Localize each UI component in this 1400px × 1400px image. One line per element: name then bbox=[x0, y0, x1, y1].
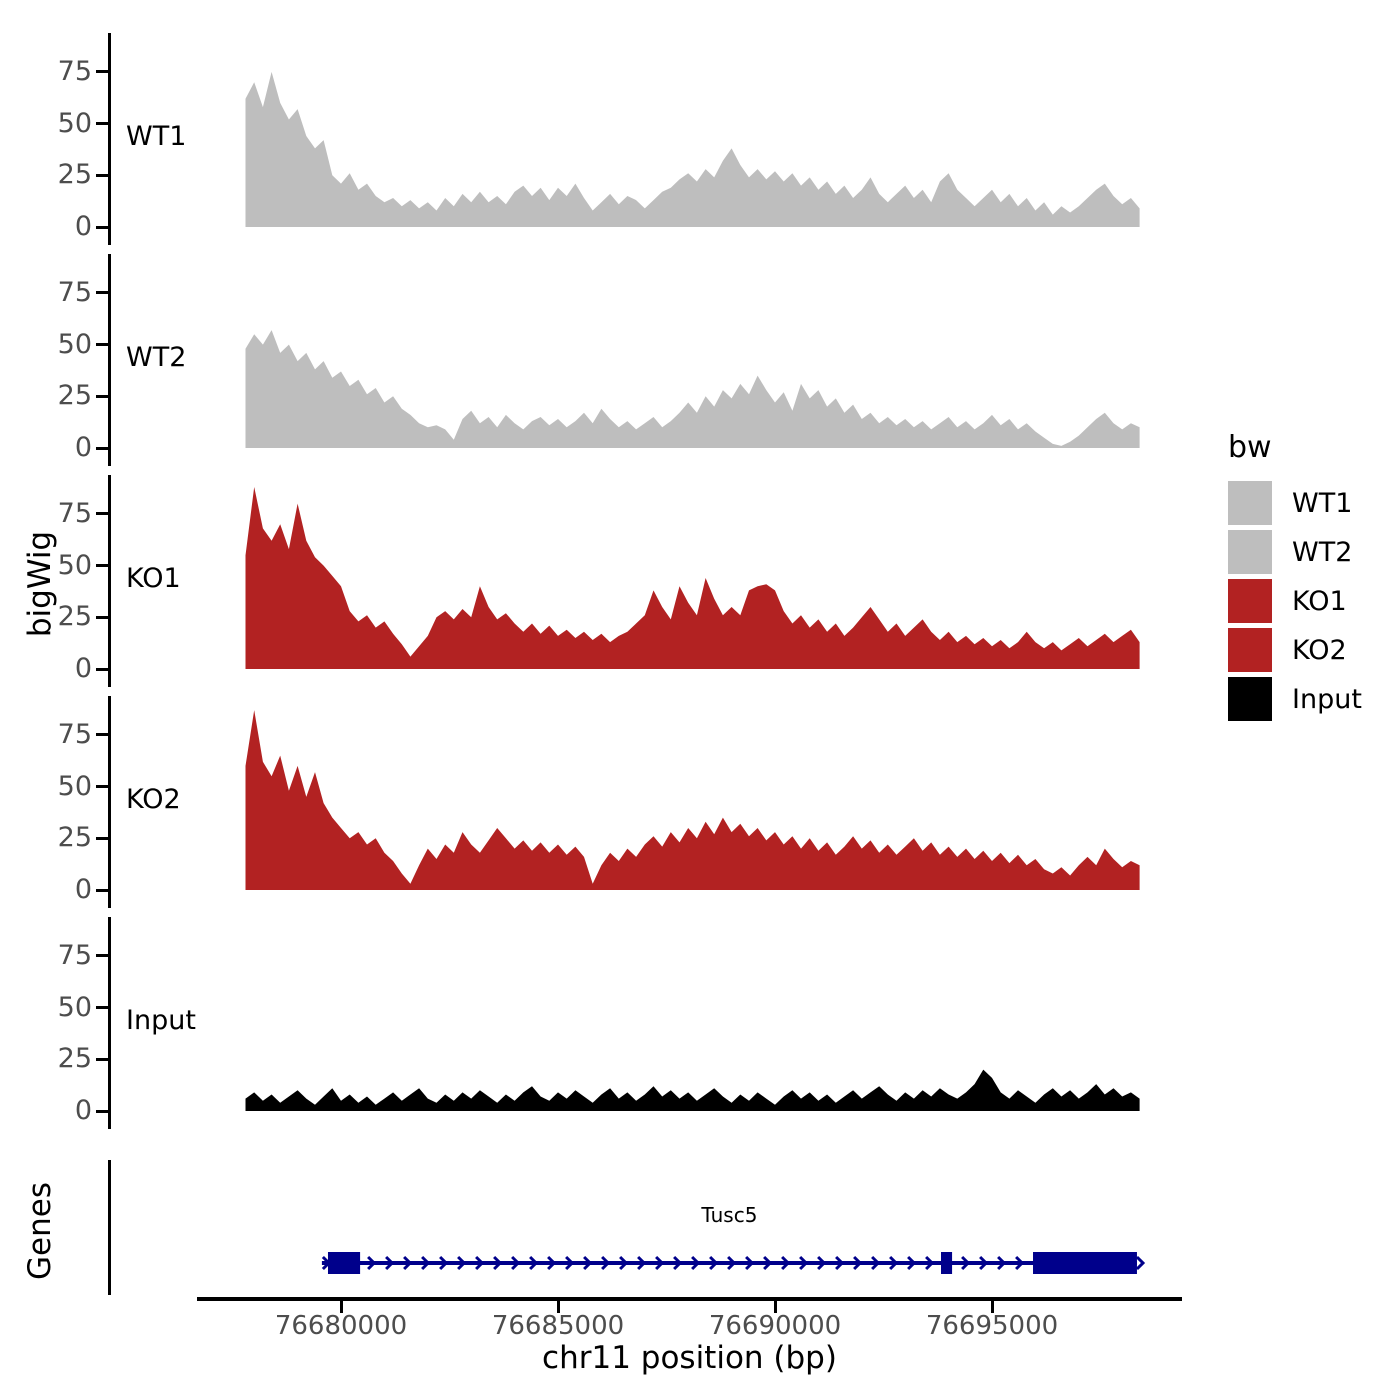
y-tick-label: 50 bbox=[57, 770, 92, 802]
y-tick-mark bbox=[96, 446, 108, 450]
y-tick-mark bbox=[96, 343, 108, 347]
coverage-area-wt1 bbox=[245, 71, 1140, 228]
y-tick-label: 25 bbox=[57, 159, 92, 191]
legend-swatch-wt1 bbox=[1228, 481, 1272, 525]
y-tick-label: 25 bbox=[57, 601, 92, 633]
y-tick-mark bbox=[96, 225, 108, 229]
legend-label: WT2 bbox=[1292, 536, 1353, 568]
track-label-wt2: WT2 bbox=[126, 342, 187, 373]
y-tick-mark bbox=[96, 667, 108, 671]
x-axis-line bbox=[197, 1297, 1182, 1301]
y-tick-label: 0 bbox=[74, 211, 92, 242]
y-tick-mark bbox=[96, 836, 108, 840]
y-axis-line-genes bbox=[108, 1160, 111, 1295]
y-tick-mark bbox=[96, 1006, 108, 1010]
y-tick-label: 0 bbox=[74, 432, 92, 463]
x-tick-label: 76690000 bbox=[708, 1311, 842, 1341]
x-tick-label: 76695000 bbox=[925, 1311, 1059, 1341]
y-tick-mark bbox=[96, 1057, 108, 1061]
y-axis-line-wt1 bbox=[108, 33, 111, 245]
y-tick-mark bbox=[96, 615, 108, 619]
legend-swatch-ko2 bbox=[1228, 628, 1272, 672]
legend-entry-wt2: WT2 bbox=[1228, 530, 1362, 574]
legend-label: KO2 bbox=[1292, 634, 1347, 666]
y-tick-label: 25 bbox=[57, 822, 92, 854]
x-tick-mark bbox=[556, 1301, 560, 1313]
y-tick-label: 0 bbox=[74, 653, 92, 684]
x-tick-label: 76680000 bbox=[274, 1311, 408, 1341]
legend-entry-ko1: KO1 bbox=[1228, 579, 1362, 623]
y-axis-line-ko1 bbox=[108, 475, 111, 687]
legend-entry-ko2: KO2 bbox=[1228, 628, 1362, 672]
legend-label: WT1 bbox=[1292, 487, 1353, 519]
x-tick-mark bbox=[990, 1301, 994, 1313]
track-label-ko2: KO2 bbox=[126, 784, 181, 815]
x-tick-mark bbox=[339, 1301, 343, 1313]
y-tick-mark bbox=[96, 954, 108, 958]
y-tick-label: 75 bbox=[57, 55, 92, 87]
track-label-ko1: KO1 bbox=[126, 563, 181, 594]
y-axis-line-input bbox=[108, 917, 111, 1129]
y-tick-label: 50 bbox=[57, 328, 92, 360]
y-tick-label: 0 bbox=[74, 874, 92, 905]
y-tick-label: 50 bbox=[57, 107, 92, 139]
coverage-area-wt2 bbox=[245, 330, 1140, 448]
y-tick-mark bbox=[96, 173, 108, 177]
track-label-wt1: WT1 bbox=[126, 121, 187, 152]
y-tick-label: 25 bbox=[57, 380, 92, 412]
y-tick-label: 50 bbox=[57, 549, 92, 581]
legend-label: KO1 bbox=[1292, 585, 1347, 617]
y-tick-mark bbox=[96, 70, 108, 74]
legend: bw WT1 WT2 KO1 KO2 Input bbox=[1228, 430, 1362, 726]
y-tick-label: 75 bbox=[57, 718, 92, 750]
y-axis-line-ko2 bbox=[108, 696, 111, 908]
y-tick-mark bbox=[96, 564, 108, 568]
x-tick-label: 76685000 bbox=[491, 1311, 625, 1341]
y-tick-mark bbox=[96, 394, 108, 398]
coverage-area-ko1 bbox=[245, 487, 1140, 669]
y-tick-mark bbox=[96, 733, 108, 737]
y-tick-label: 75 bbox=[57, 939, 92, 971]
y-tick-mark bbox=[96, 1109, 108, 1113]
y-tick-mark bbox=[96, 785, 108, 789]
legend-entries: WT1 WT2 KO1 KO2 Input bbox=[1228, 481, 1362, 721]
y-tick-label: 75 bbox=[57, 276, 92, 308]
y-tick-label: 25 bbox=[57, 1043, 92, 1075]
gene-name-label: Tusc5 bbox=[701, 1203, 758, 1227]
legend-entry-input: Input bbox=[1228, 677, 1362, 721]
coverage-area-ko2 bbox=[245, 710, 1140, 890]
legend-entry-wt1: WT1 bbox=[1228, 481, 1362, 525]
coverage-area-input bbox=[245, 1069, 1140, 1111]
x-tick-mark bbox=[773, 1301, 777, 1313]
y-axis-line-wt2 bbox=[108, 254, 111, 466]
legend-swatch-wt2 bbox=[1228, 530, 1272, 574]
track-label-input: Input bbox=[126, 1005, 196, 1036]
y-tick-label: 75 bbox=[57, 497, 92, 529]
legend-swatch-ko1 bbox=[1228, 579, 1272, 623]
y-tick-label: 0 bbox=[74, 1095, 92, 1126]
y-axis-title-genes: Genes bbox=[22, 1182, 58, 1280]
legend-swatch-input bbox=[1228, 677, 1272, 721]
y-tick-mark bbox=[96, 291, 108, 295]
y-tick-mark bbox=[96, 122, 108, 126]
legend-title: bw bbox=[1228, 430, 1272, 465]
legend-label: Input bbox=[1292, 683, 1362, 715]
y-tick-label: 50 bbox=[57, 991, 92, 1023]
y-tick-mark bbox=[96, 888, 108, 892]
x-axis-title: chr11 position (bp) bbox=[542, 1340, 837, 1376]
y-tick-mark bbox=[96, 512, 108, 516]
gene-model-tusc5 bbox=[321, 1252, 1146, 1274]
